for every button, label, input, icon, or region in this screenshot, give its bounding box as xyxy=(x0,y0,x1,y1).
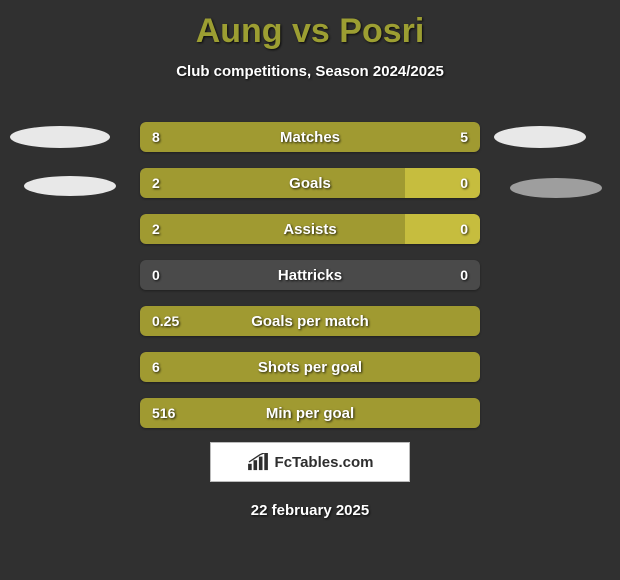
watermark-text: FcTables.com xyxy=(275,454,374,471)
bar-label: Hattricks xyxy=(140,260,480,290)
decorative-ellipse xyxy=(510,178,602,198)
subtitle: Club competitions, Season 2024/2025 xyxy=(0,63,620,80)
decorative-ellipse xyxy=(494,126,586,148)
page-title: Aung vs Posri xyxy=(0,0,620,51)
comparison-bars: 85Matches 20Goals 20Assists 00Hattricks 0.25… xyxy=(140,122,480,444)
chart-icon xyxy=(247,453,269,471)
comparison-bar-row: 0.25Goals per match xyxy=(140,306,480,336)
bar-label: Goals xyxy=(140,168,480,198)
bar-label: Goals per match xyxy=(140,306,480,336)
decorative-ellipse xyxy=(24,176,116,196)
watermark: FcTables.com xyxy=(210,442,410,482)
bar-label: Assists xyxy=(140,214,480,244)
comparison-bar-row: 00Hattricks xyxy=(140,260,480,290)
comparison-bar-row: 20Goals xyxy=(140,168,480,198)
title-vs: vs xyxy=(283,12,340,50)
infographic-container: Aung vs Posri Club competitions, Season … xyxy=(0,0,620,580)
comparison-bar-row: 516Min per goal xyxy=(140,398,480,428)
bar-label: Min per goal xyxy=(140,398,480,428)
bar-label: Matches xyxy=(140,122,480,152)
decorative-ellipse xyxy=(10,126,110,148)
comparison-bar-row: 20Assists xyxy=(140,214,480,244)
comparison-bar-row: 6Shots per goal xyxy=(140,352,480,382)
player1-name: Aung xyxy=(196,12,283,50)
date-label: 22 february 2025 xyxy=(0,502,620,519)
bar-label: Shots per goal xyxy=(140,352,480,382)
comparison-bar-row: 85Matches xyxy=(140,122,480,152)
player2-name: Posri xyxy=(339,12,424,50)
